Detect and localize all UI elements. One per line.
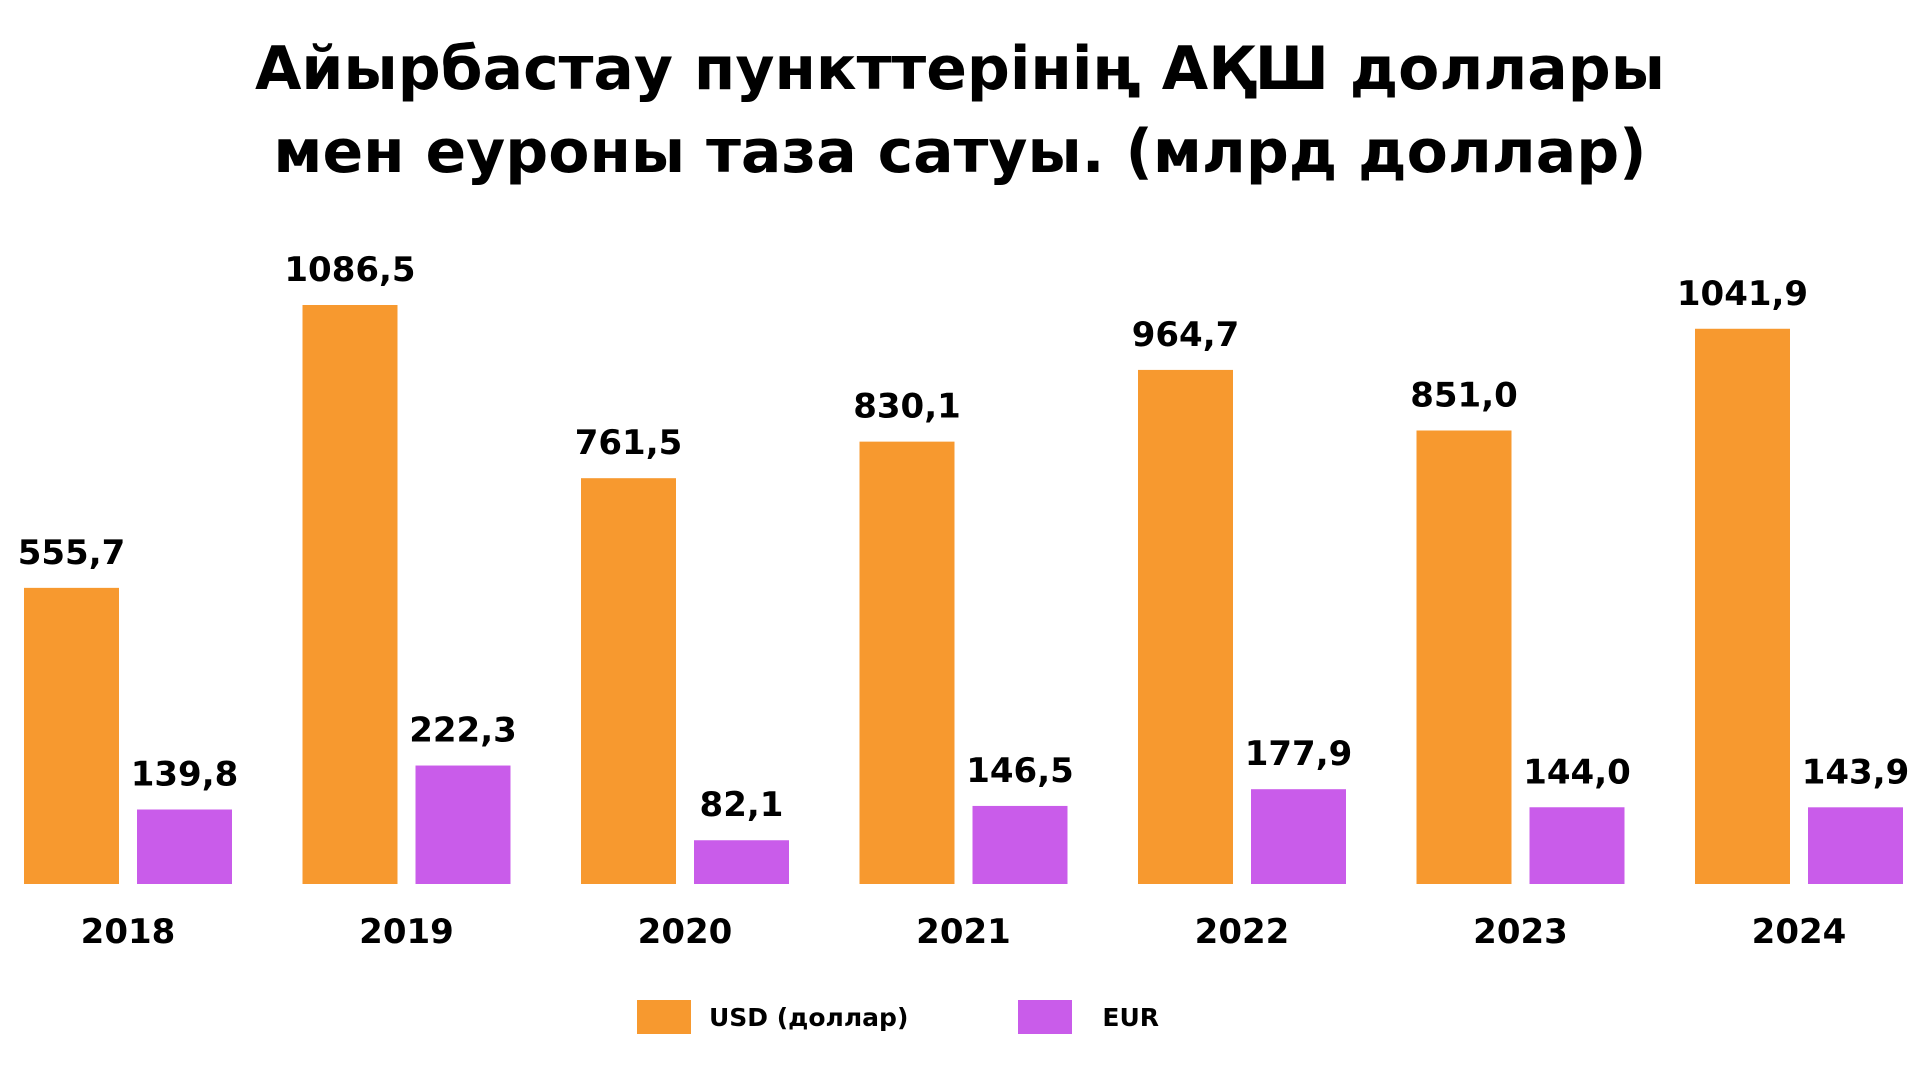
data-label-eur-2019: 222,3 [409, 711, 517, 751]
bar-eur-2024 [1808, 807, 1903, 884]
category-label-2023: 2023 [1473, 912, 1568, 952]
legend-item-eur: EUR [1018, 1000, 1159, 1034]
bar-usd-2018 [24, 587, 119, 884]
bar-eur-2019 [415, 765, 511, 884]
chart-legend: USD (доллар) EUR [637, 1000, 1159, 1034]
data-label-eur-2024: 143,9 [1802, 752, 1910, 792]
data-label-eur-2021: 146,5 [966, 751, 1074, 791]
legend-item-usd: USD (доллар) [637, 1000, 908, 1034]
category-label-2020: 2020 [638, 912, 733, 952]
bar-usd-2019 [302, 305, 398, 884]
data-label-usd-2020: 761,5 [575, 423, 683, 463]
bar-usd-2023 [1416, 430, 1512, 884]
data-label-eur-2023: 144,0 [1523, 752, 1631, 792]
data-label-eur-2020: 82,1 [700, 785, 784, 825]
bar-eur-2021 [972, 805, 1068, 884]
bar-eur-2018 [137, 809, 232, 884]
bar-chart: 555,7 139,8 2018 1086,5 222,3 2019 761,5 82,1 20… [18, 250, 1910, 952]
data-label-usd-2022: 964,7 [1132, 315, 1240, 355]
data-label-usd-2023: 851,0 [1410, 375, 1518, 415]
bar-usd-2024 [1695, 328, 1790, 884]
category-label-2022: 2022 [1195, 912, 1290, 952]
data-label-usd-2018: 555,7 [18, 533, 126, 573]
bar-usd-2020 [581, 478, 676, 884]
bar-eur-2020 [694, 840, 789, 884]
data-label-usd-2019: 1086,5 [284, 250, 415, 290]
category-label-2019: 2019 [359, 912, 454, 952]
data-label-eur-2018: 139,8 [131, 755, 239, 795]
data-label-usd-2024: 1041,9 [1677, 274, 1808, 314]
category-label-2024: 2024 [1752, 912, 1847, 952]
legend-label-usd: USD (доллар) [709, 1002, 909, 1032]
legend-label-eur: EUR [1102, 1002, 1160, 1032]
legend-swatch-eur [1018, 1000, 1073, 1034]
chart-title-line-2: мен еуроны таза сатуы. (млрд доллар) [273, 116, 1647, 187]
category-label-2018: 2018 [81, 912, 176, 952]
data-label-usd-2021: 830,1 [853, 387, 961, 427]
bar-usd-2021 [859, 441, 955, 884]
bar-usd-2022 [1138, 369, 1233, 884]
chart-title: Айырбастау пункттерінің АҚШ доллары мен … [0, 28, 1920, 194]
bar-eur-2023 [1529, 807, 1625, 884]
legend-swatch-usd [637, 1000, 691, 1034]
bar-eur-2022 [1251, 789, 1346, 884]
category-label-2021: 2021 [916, 912, 1011, 952]
chart-title-line-1: Айырбастау пункттерінің АҚШ доллары [255, 34, 1665, 104]
data-label-eur-2022: 177,9 [1245, 734, 1353, 774]
